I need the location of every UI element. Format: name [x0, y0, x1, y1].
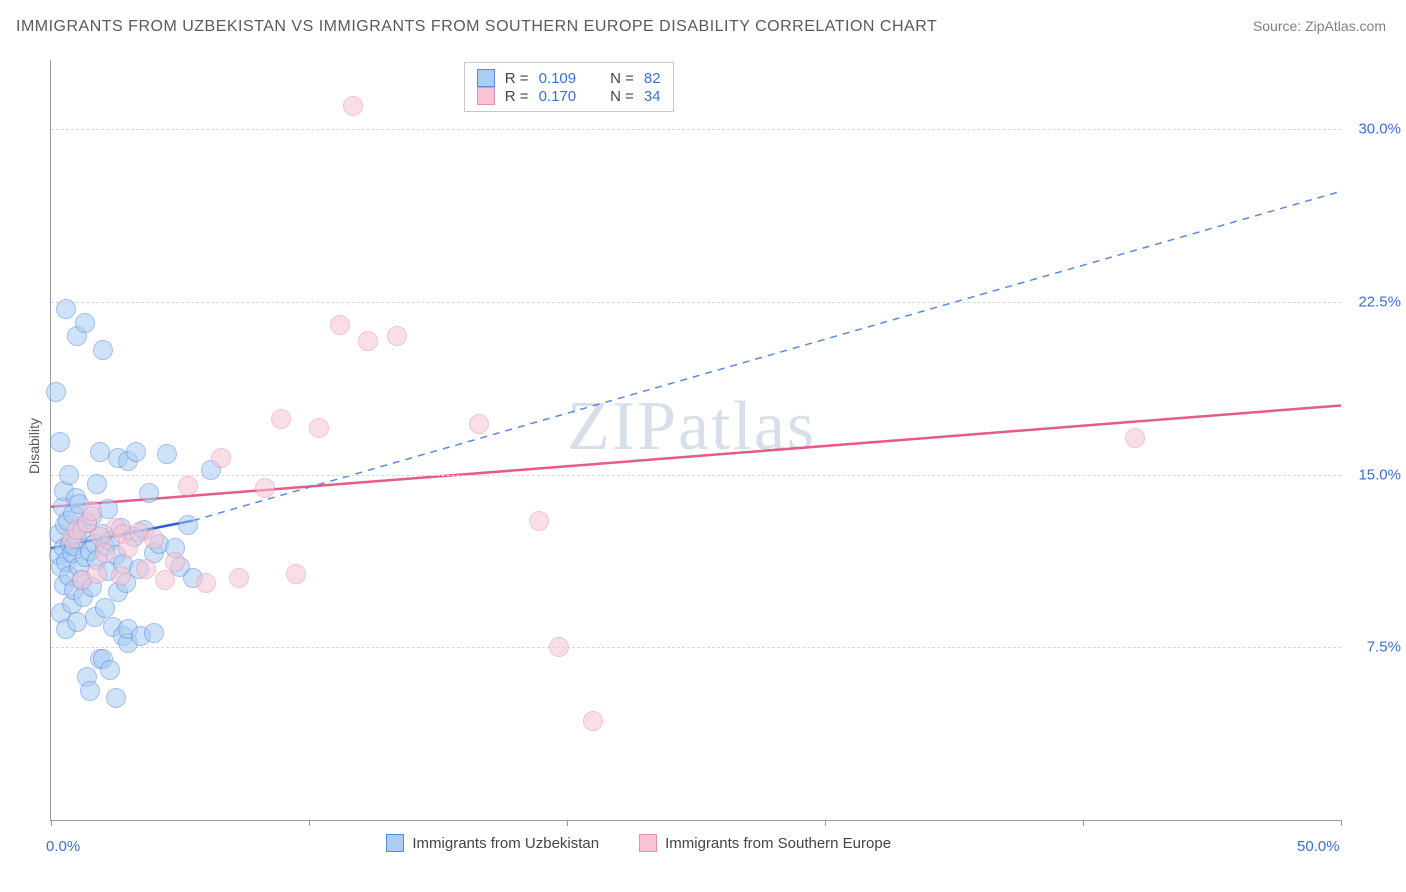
x-tick: [309, 820, 310, 826]
data-point: [87, 474, 107, 494]
n-label: N =: [610, 70, 634, 87]
data-point: [178, 515, 198, 535]
data-point: [309, 418, 329, 438]
data-point: [87, 564, 107, 584]
legend-swatch: [639, 834, 657, 852]
chart-source: Source: ZipAtlas.com: [1253, 18, 1386, 34]
data-point: [157, 444, 177, 464]
legend-swatch: [386, 834, 404, 852]
data-point: [229, 568, 249, 588]
n-value: 82: [644, 70, 661, 87]
x-tick-label: 0.0%: [46, 838, 80, 855]
data-point: [136, 559, 156, 579]
series-legend: Immigrants from Uzbekistan Immigrants fro…: [386, 834, 891, 852]
data-point: [286, 564, 306, 584]
data-point: [82, 501, 102, 521]
y-axis-label: Disability: [26, 418, 42, 474]
data-point: [46, 382, 66, 402]
stats-legend: R = 0.109 N = 82 R = 0.170 N = 34: [464, 62, 674, 112]
data-point: [358, 331, 378, 351]
gridline: [51, 475, 1341, 476]
r-value: 0.170: [539, 88, 577, 105]
gridline: [51, 129, 1341, 130]
data-point: [549, 637, 569, 657]
data-point: [95, 543, 115, 563]
legend-swatch: [477, 69, 495, 87]
data-point: [211, 448, 231, 468]
data-point: [95, 598, 115, 618]
x-tick: [51, 820, 52, 826]
data-point: [155, 570, 175, 590]
x-tick-label: 50.0%: [1297, 838, 1340, 855]
data-point: [529, 511, 549, 531]
data-point: [255, 478, 275, 498]
data-point: [67, 612, 87, 632]
y-tick-label: 22.5%: [1346, 293, 1401, 310]
data-point: [75, 313, 95, 333]
x-tick: [1341, 820, 1342, 826]
gridline: [51, 647, 1341, 648]
data-point: [106, 688, 126, 708]
data-point: [271, 409, 291, 429]
r-label: R =: [505, 88, 529, 105]
data-point: [93, 340, 113, 360]
data-point: [196, 573, 216, 593]
stats-legend-row: R = 0.170 N = 34: [477, 87, 661, 105]
gridline: [51, 302, 1341, 303]
series-legend-label: Immigrants from Uzbekistan: [412, 835, 599, 852]
chart-container: IMMIGRANTS FROM UZBEKISTAN VS IMMIGRANTS…: [0, 0, 1406, 892]
series-legend-item: Immigrants from Southern Europe: [639, 834, 891, 852]
data-point: [111, 566, 131, 586]
data-point: [80, 681, 100, 701]
data-point: [144, 623, 164, 643]
data-point: [139, 483, 159, 503]
y-tick-label: 7.5%: [1346, 639, 1401, 656]
data-point: [165, 552, 185, 572]
data-point: [56, 299, 76, 319]
x-tick: [1083, 820, 1084, 826]
data-point: [1125, 428, 1145, 448]
data-point: [90, 442, 110, 462]
y-tick-label: 15.0%: [1346, 466, 1401, 483]
data-point: [50, 432, 70, 452]
data-point: [469, 414, 489, 434]
y-tick-label: 30.0%: [1346, 121, 1401, 138]
plot-area: ZIPatlas 7.5%15.0%22.5%30.0%0.0%50.0%R =…: [50, 60, 1341, 821]
data-point: [144, 529, 164, 549]
data-point: [126, 442, 146, 462]
data-point: [330, 315, 350, 335]
r-label: R =: [505, 70, 529, 87]
x-tick: [825, 820, 826, 826]
data-point: [583, 711, 603, 731]
series-legend-label: Immigrants from Southern Europe: [665, 835, 891, 852]
chart-title: IMMIGRANTS FROM UZBEKISTAN VS IMMIGRANTS…: [16, 18, 937, 36]
n-label: N =: [610, 88, 634, 105]
series-legend-item: Immigrants from Uzbekistan: [386, 834, 599, 852]
legend-swatch: [477, 87, 495, 105]
data-point: [59, 465, 79, 485]
data-point: [387, 326, 407, 346]
data-point: [100, 660, 120, 680]
n-value: 34: [644, 88, 661, 105]
x-tick: [567, 820, 568, 826]
stats-legend-row: R = 0.109 N = 82: [477, 69, 661, 87]
trend-lines: [51, 60, 1341, 820]
r-value: 0.109: [539, 70, 577, 87]
data-point: [343, 96, 363, 116]
data-point: [178, 476, 198, 496]
